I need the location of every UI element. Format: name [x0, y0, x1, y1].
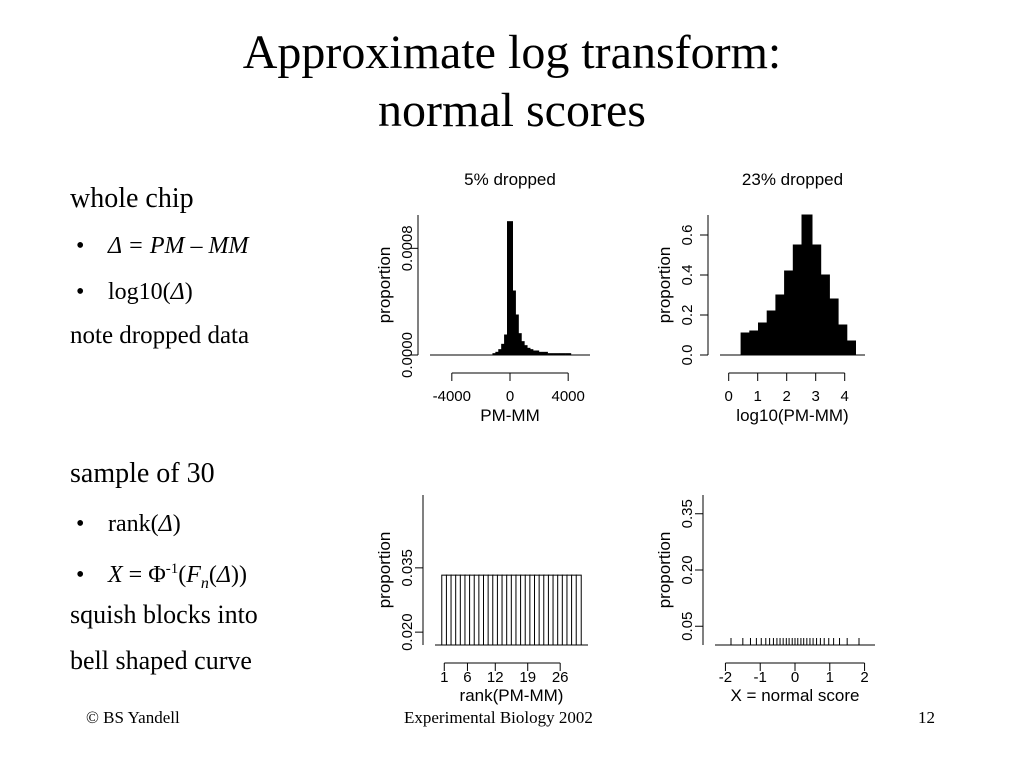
chart-title: 5% dropped [464, 170, 556, 189]
x-tick-label: 19 [519, 669, 536, 686]
x-tick-label: -1 [754, 669, 767, 686]
bullet-text-suffix: ) [172, 511, 181, 537]
delta-symbol: Δ [158, 511, 173, 537]
bullet-glyph: • [76, 279, 85, 305]
bullet-text-prefix: log10( [108, 279, 171, 305]
formula-open-2: ( [208, 562, 217, 588]
footer-page-number: 12 [918, 708, 935, 727]
y-tick-label: 0.2 [679, 305, 696, 326]
x-tick-label: 3 [812, 388, 820, 405]
delta-symbol: Δ [170, 279, 185, 305]
y-tick-label: 0.0 [679, 345, 696, 366]
histogram-bar [575, 574, 582, 646]
y-tick-label: 0.6 [679, 225, 696, 246]
note-bell-curve: bell shaped curve [70, 646, 252, 675]
note-dropped-data: note dropped data [70, 322, 250, 349]
y-tick-label: 0.20 [679, 555, 696, 584]
histogram-bar [547, 353, 554, 356]
x-tick-label: 0 [506, 388, 514, 405]
chart-pm-mm-histogram: 5% dropped -4000 0 4000 PM-MM 0.0000 0.0008 pro… [375, 170, 590, 425]
x-tick-label: 2 [783, 388, 791, 405]
x-tick-label: 12 [487, 669, 504, 686]
y-axis-label: proportion [375, 532, 394, 609]
y-axis-label: proportion [655, 532, 674, 609]
histogram-bar [541, 351, 548, 356]
x-tick-label: 2 [860, 669, 868, 686]
x-tick-label: 0 [791, 669, 799, 686]
x-tick-label: 6 [463, 669, 471, 686]
delta-symbol: Δ [216, 562, 232, 588]
y-tick-label: 0.0000 [399, 332, 416, 378]
histogram-bar [845, 340, 856, 356]
delta-symbol: Δ [108, 233, 122, 259]
formula-superscript: -1 [165, 561, 179, 577]
histogram-bar [836, 324, 848, 356]
x-tick-label: 4000 [551, 388, 584, 405]
x-tick-label: 1 [754, 388, 762, 405]
x-tick-label: 4 [841, 388, 849, 405]
bullet-text: = PM – MM [121, 233, 249, 259]
bullet-normal-score-formula: • X = Φ-1(Fn(Δ)) [76, 556, 247, 597]
histogram-bar [565, 353, 572, 356]
y-tick-label: 0.05 [679, 612, 696, 641]
y-tick-label: 0.035 [399, 549, 416, 587]
x-tick-label: 0 [725, 388, 733, 405]
y-tick-label: 0.35 [679, 499, 696, 528]
x-tick-label: 1 [826, 669, 834, 686]
slide-title: Approximate log transform: normal scores [0, 24, 1024, 140]
chart-title: 23% dropped [742, 170, 843, 189]
histogram-bar [536, 351, 543, 356]
x-axis-label: rank(PM-MM) [460, 686, 564, 705]
x-axis-label: log10(PM-MM) [736, 406, 848, 425]
x-axis-label: X = normal score [731, 686, 860, 705]
x-axis-label: PM-MM [480, 406, 539, 425]
y-tick-label: 0.4 [679, 265, 696, 286]
heading-sample-of-30: sample of 30 [70, 458, 215, 489]
slide-title-line-2: normal scores [378, 84, 646, 137]
bullet-glyph: • [76, 562, 85, 588]
y-axis-label: proportion [655, 247, 674, 324]
bullet-delta-definition: • Δ = PM – MM [76, 233, 249, 259]
histogram-bar [553, 353, 560, 356]
x-tick-label: 1 [440, 669, 448, 686]
heading-whole-chip: whole chip [70, 183, 194, 214]
y-tick-label: 0.0008 [399, 225, 416, 271]
x-tick-label: -4000 [433, 388, 471, 405]
footer-event: Experimental Biology 2002 [404, 708, 593, 727]
bullet-text-suffix: ) [184, 279, 193, 305]
bullet-log10: • log10(Δ) [76, 279, 193, 305]
formula-x: X [108, 562, 123, 588]
bullet-glyph: • [76, 233, 85, 259]
histogram-bar [559, 353, 566, 356]
formula-f: F [186, 562, 201, 588]
bullet-rank: • rank(Δ) [76, 511, 181, 537]
formula-eq-phi: = Φ [122, 562, 166, 588]
bullet-glyph: • [76, 511, 85, 537]
note-squish-blocks: squish blocks into [70, 600, 258, 629]
footer-author: © BS Yandell [86, 708, 180, 727]
formula-close: )) [231, 562, 247, 588]
y-axis-label: proportion [375, 247, 394, 324]
slide-title-line-1: Approximate log transform: [242, 26, 782, 79]
formula-open: ( [178, 562, 187, 588]
y-tick-label: 0.020 [399, 613, 416, 651]
bullet-text-prefix: rank( [108, 511, 159, 537]
chart-normal-score-histogram: -2 -1 0 1 2X = normal score 0.05 0.20 0.35 propo… [655, 495, 875, 705]
formula-subscript-n: n [200, 574, 209, 592]
x-tick-label: -2 [719, 669, 732, 686]
x-tick-label: 26 [552, 669, 569, 686]
